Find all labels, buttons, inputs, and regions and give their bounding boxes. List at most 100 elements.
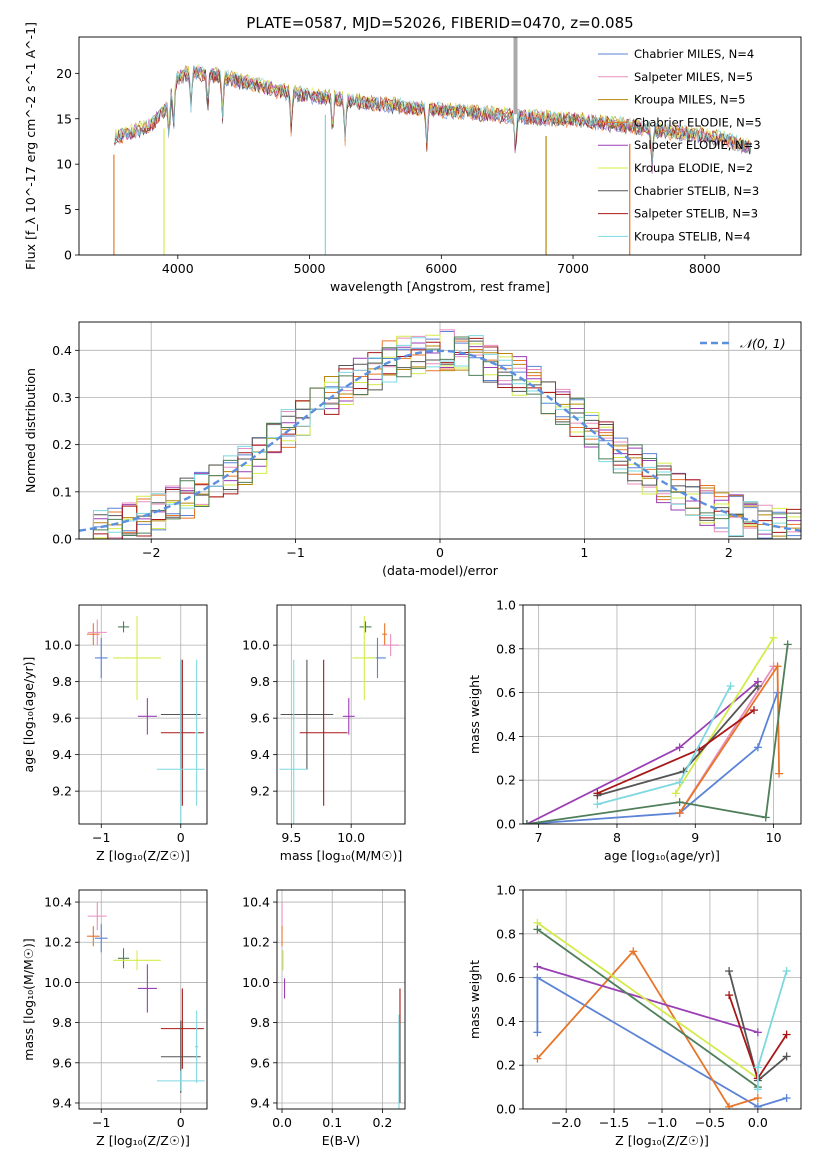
age-vs-z-panel: −1 0 9.2 9.4 9.6 9.8 10.0 Z [log₁₀(Z/Z☉)] age [l… (21, 604, 208, 863)
x-axis-label: wavelength [Angstrom, rest frame] (330, 279, 550, 294)
plot-area (86, 902, 205, 1093)
y-tick-label: 0.8 (496, 641, 516, 656)
legend-label: Kroupa ELODIE, N=2 (634, 161, 753, 175)
plot-area (86, 615, 205, 824)
x-tick-label: −1 (92, 830, 110, 845)
x-tick-label: 0 (177, 830, 185, 845)
x-tick-label: −1.5 (599, 1115, 629, 1130)
y-tick-label: 0.2 (496, 773, 516, 788)
y-tick-label: 0.0 (496, 817, 516, 832)
x-tick-label: 8 (613, 830, 621, 845)
legend-label: Salpeter STELIB, N=3 (634, 207, 758, 221)
y-tick-label: 0.6 (496, 970, 516, 985)
y-tick-label: 9.6 (52, 1055, 72, 1070)
y-tick-label: 9.6 (250, 1055, 270, 1070)
x-tick-label: 10 (766, 830, 782, 845)
grid (277, 890, 405, 1109)
y-tick-label: 9.8 (250, 674, 270, 689)
y-axis-label: Normed distribution (23, 368, 38, 493)
weight-line (536, 949, 759, 1108)
x-tick-label: 1 (580, 545, 588, 560)
y-tick-label: 1.0 (496, 598, 516, 613)
histogram-steps (79, 336, 801, 539)
weight-line (536, 976, 787, 1108)
x-tick-label: 6000 (425, 261, 457, 276)
x-axis-label: mass [log₁₀(M/M☉)] (280, 848, 402, 863)
axes-frame (78, 889, 208, 1110)
x-tick-label: −1 (92, 1115, 110, 1130)
x-tick-label: 8000 (689, 261, 721, 276)
weight-line (526, 692, 779, 824)
weight-line (537, 965, 759, 1034)
x-tick-label: −0.5 (695, 1115, 725, 1130)
legend-label: Kroupa STELIB, N=4 (634, 229, 751, 243)
x-tick-label: 2 (725, 545, 733, 560)
y-axis-label: age [log₁₀(age/yr)] (21, 657, 36, 773)
x-tick-label: 0.0 (748, 1115, 768, 1130)
legend-label: Kroupa MILES, N=5 (634, 93, 746, 107)
y-axis-label: mass weight (467, 675, 482, 754)
y-tick-label: 10.4 (44, 895, 72, 910)
y-tick-label: 0 (64, 248, 72, 263)
x-tick-label: 0 (436, 545, 444, 560)
x-axis-label: (data-model)/error (382, 563, 499, 578)
x-tick-label: 10.0 (337, 830, 365, 845)
x-tick-label: 9.5 (281, 830, 301, 845)
plot-area (281, 902, 401, 1109)
x-tick-label: −1.0 (647, 1115, 677, 1130)
histogram-steps (79, 335, 801, 539)
y-tick-label: 0.2 (496, 1058, 516, 1073)
x-tick-label: 7000 (557, 261, 589, 276)
x-tick-label: 5000 (294, 261, 326, 276)
grid (79, 890, 207, 1109)
weight-line (674, 637, 775, 794)
y-tick-label: 10.2 (44, 935, 72, 950)
y-tick-label: 0.2 (52, 437, 72, 452)
axes-frame (522, 604, 802, 825)
plot-area (533, 918, 791, 1109)
weight-line (597, 709, 755, 795)
y-tick-label: 10.0 (242, 638, 270, 653)
axes-frame (78, 36, 802, 256)
residual-histogram-panel: −2 −1 0 1 2 0.0 0.1 0.2 0.3 0.4 (data-model)/error… (23, 321, 802, 578)
y-tick-label: 9.4 (250, 1095, 270, 1110)
mass-weight-vs-age-panel: 7 8 9 10 0.0 0.2 0.4 0.6 0.8 1.0 age [log₁₀(age/yr… (467, 598, 802, 863)
axes-frame (276, 889, 406, 1110)
y-axis-label: mass weight (467, 960, 482, 1039)
x-tick-label: 9 (691, 830, 699, 845)
spectrum-line (114, 64, 752, 165)
y-tick-label: 0.3 (52, 390, 72, 405)
x-tick-label: 0.2 (372, 1115, 392, 1130)
y-tick-label: 9.8 (52, 1015, 72, 1030)
x-tick-label: 0 (177, 1115, 185, 1130)
axes-frame (78, 604, 208, 825)
y-tick-label: 0.0 (496, 1102, 516, 1117)
axes-frame (78, 321, 802, 540)
legend-label: Chabrier ELODIE, N=5 (634, 115, 762, 129)
mass-vs-z-panel: −1 0 9.4 9.6 9.8 10.0 10.2 10.4 Z [log₁₀(Z/Z☉)] m… (21, 889, 208, 1148)
normal-curve (79, 349, 801, 532)
weight-line (536, 928, 759, 1088)
legend-label: Chabrier STELIB, N=3 (634, 184, 759, 198)
y-tick-label: 0.4 (496, 1014, 516, 1029)
x-axis-label: age [log₁₀(age/yr)] (604, 848, 720, 863)
y-tick-label: 9.2 (52, 784, 72, 799)
y-tick-label: 10.4 (242, 895, 270, 910)
x-axis-label: Z [log₁₀(Z/Z☉)] (96, 848, 190, 863)
y-tick-label: 0.4 (52, 343, 72, 358)
x-tick-label: −2 (142, 545, 160, 560)
y-tick-label: 0.6 (496, 685, 516, 700)
mass-weight-vs-z-panel: −2.0 −1.5 −1.0 −0.5 0.0 0.0 0.2 0.4 0.6 0.8 1.0 Z [… (467, 883, 802, 1148)
y-tick-label: 0.0 (52, 532, 72, 547)
y-tick-label: 9.6 (52, 711, 72, 726)
weight-line (526, 644, 789, 824)
axes-frame (522, 889, 802, 1110)
x-tick-label: 0.1 (322, 1115, 342, 1130)
y-tick-label: 10.0 (44, 638, 72, 653)
y-tick-label: 10 (56, 157, 72, 172)
y-tick-label: 9.4 (52, 747, 72, 762)
x-axis-label: Z [log₁₀(Z/Z☉)] (615, 1133, 709, 1148)
axes-frame (276, 604, 406, 825)
x-tick-label: −1 (286, 545, 304, 560)
